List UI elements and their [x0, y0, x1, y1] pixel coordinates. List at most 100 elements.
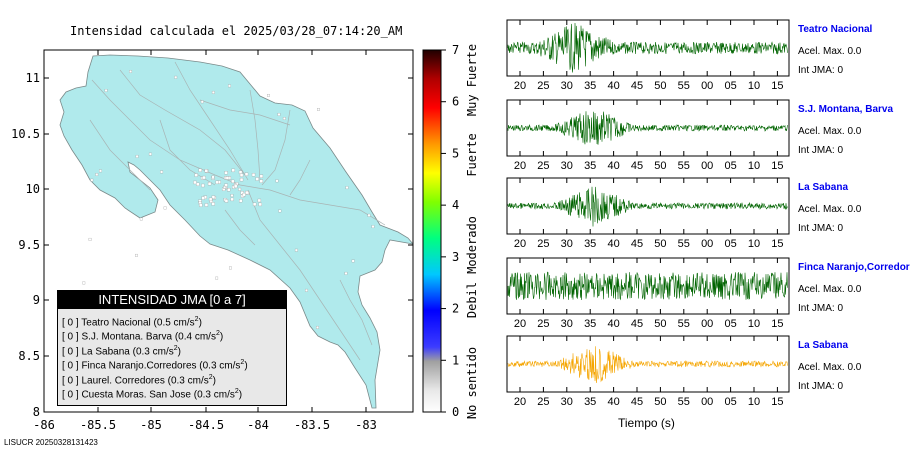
road-network — [89, 61, 386, 361]
time-tick-label: 05 — [724, 160, 736, 172]
legend-item: [ 0 ] Laurel. Corredores (0.3 cm/s2) — [62, 373, 216, 386]
legend-item: [ 0 ] Finca Naranjo.Corredores (0.3 cm/s… — [62, 359, 248, 372]
lon-tick-label: -86 — [33, 418, 55, 432]
station-marker — [345, 186, 349, 190]
scale-word: Fuerte — [465, 133, 479, 176]
time-tick-label: 55 — [678, 396, 690, 408]
station-marker — [194, 173, 198, 177]
time-tick-label: 30 — [561, 80, 573, 92]
legend-item-station: Cuesta Moras. San Jose — [81, 389, 194, 401]
station-marker — [278, 209, 282, 213]
time-tick-label: 00 — [701, 396, 713, 408]
station-marker — [208, 197, 213, 202]
time-tick-label: 40 — [607, 160, 619, 172]
station-marker — [258, 202, 262, 207]
station-acel-max: Acel. Max. 0.0 — [798, 204, 862, 215]
lon-tick-label: -85.5 — [80, 418, 116, 432]
legend-item-intensity: [ 0 ] — [62, 374, 82, 386]
station-marker — [88, 237, 92, 241]
station-name: Finca Naranjo,Corredores — [798, 262, 910, 273]
time-tick-label: 45 — [631, 238, 643, 250]
station-marker — [316, 325, 319, 329]
lat-tick-label: 10.5 — [11, 127, 40, 141]
time-tick-label: 15 — [771, 238, 783, 250]
time-tick-label: 35 — [584, 396, 596, 408]
time-tick-label: 35 — [584, 160, 596, 172]
time-tick-label: 45 — [631, 318, 643, 330]
scale-word: Muy Fuerte — [465, 44, 479, 116]
station-name: Teatro Nacional — [798, 24, 873, 35]
time-tick-label: 30 — [561, 318, 573, 330]
legend-header: INTENSIDAD JMA [0 a 7] — [58, 291, 286, 309]
lat-tick-label: 8 — [33, 405, 40, 419]
time-tick-label: 55 — [678, 80, 690, 92]
time-tick-label: 15 — [771, 318, 783, 330]
station-acel-max: Acel. Max. 0.0 — [798, 284, 862, 295]
legend-list: [ 0 ] Teatro Nacional (0.5 cm/s2)[ 0 ] S… — [58, 309, 286, 401]
time-tick-label: 25 — [537, 396, 549, 408]
station-marker — [267, 94, 270, 97]
legend-item-intensity: [ 0 ] — [62, 360, 82, 372]
lon-tick-label: -83.5 — [294, 418, 330, 432]
station-marker — [245, 190, 249, 195]
time-tick-label: 20 — [514, 396, 526, 408]
waveform-trace — [507, 111, 788, 145]
station-marker — [227, 188, 231, 192]
station-marker — [211, 90, 215, 94]
time-tick-label: 20 — [514, 80, 526, 92]
station-marker — [259, 174, 264, 178]
station-marker — [240, 191, 244, 195]
time-tick-label: 50 — [654, 160, 666, 172]
station-marker — [371, 225, 375, 229]
lon-tick-label: -85 — [140, 418, 162, 432]
time-tick-label: 10 — [748, 318, 760, 330]
station-marker — [201, 183, 205, 188]
footer-identifier: LISUCR 20250328131423 — [4, 438, 98, 447]
station-marker — [148, 152, 152, 156]
time-tick-label: 50 — [654, 80, 666, 92]
time-tick-label: 20 — [514, 318, 526, 330]
station-marker — [242, 192, 246, 197]
time-tick-label: 45 — [631, 80, 643, 92]
waveform-panel: 20 25 30 35 40 45 50 55 00 05 10 15 — [506, 19, 790, 92]
time-tick-label: 25 — [537, 160, 549, 172]
station-acel-max: Acel. Max. 0.0 — [798, 362, 862, 373]
station-marker — [82, 281, 86, 285]
station-marker — [238, 187, 242, 191]
time-tick-label: 35 — [584, 238, 596, 250]
station-marker — [317, 108, 320, 111]
station-marker — [244, 172, 249, 176]
station-marker — [215, 180, 219, 185]
station-marker — [277, 113, 281, 116]
scale-number: 1 — [452, 353, 459, 367]
station-marker — [129, 70, 133, 73]
legend-item-acceleration: (0.5 cm/s — [153, 317, 195, 329]
lat-tick-label: 9.5 — [18, 238, 40, 252]
time-tick-label: 25 — [537, 80, 549, 92]
legend-item-station: Teatro Nacional — [81, 317, 154, 329]
time-tick-label: 20 — [514, 160, 526, 172]
time-tick-label: 40 — [607, 318, 619, 330]
time-tick-label: 15 — [771, 160, 783, 172]
time-tick-label: 30 — [561, 238, 573, 250]
legend-item: [ 0 ] S.J. Montana. Barva (0.4 cm/s2) — [62, 330, 224, 343]
time-tick-label: 50 — [654, 238, 666, 250]
time-tick-label: 25 — [537, 238, 549, 250]
station-marker — [239, 177, 244, 182]
lat-tick-label: 9 — [33, 293, 40, 307]
time-tick-label: 00 — [701, 318, 713, 330]
time-tick-label: 35 — [584, 318, 596, 330]
station-jma-intensity: Int JMA: 0 — [798, 65, 844, 76]
legend-item-acceleration: (0.3 cm/s — [167, 374, 209, 386]
station-marker — [196, 182, 200, 186]
waveform-trace — [507, 271, 788, 301]
time-tick-label: 30 — [561, 160, 573, 172]
station-acel-max: Acel. Max. 0.0 — [798, 46, 862, 57]
color-ramp — [422, 49, 442, 413]
station-marker — [344, 271, 348, 275]
station-info: Finca Naranjo,Corredores Acel. Max. 0.0 In… — [798, 262, 910, 318]
time-tick-label: 15 — [771, 396, 783, 408]
time-tick-label: 40 — [607, 238, 619, 250]
